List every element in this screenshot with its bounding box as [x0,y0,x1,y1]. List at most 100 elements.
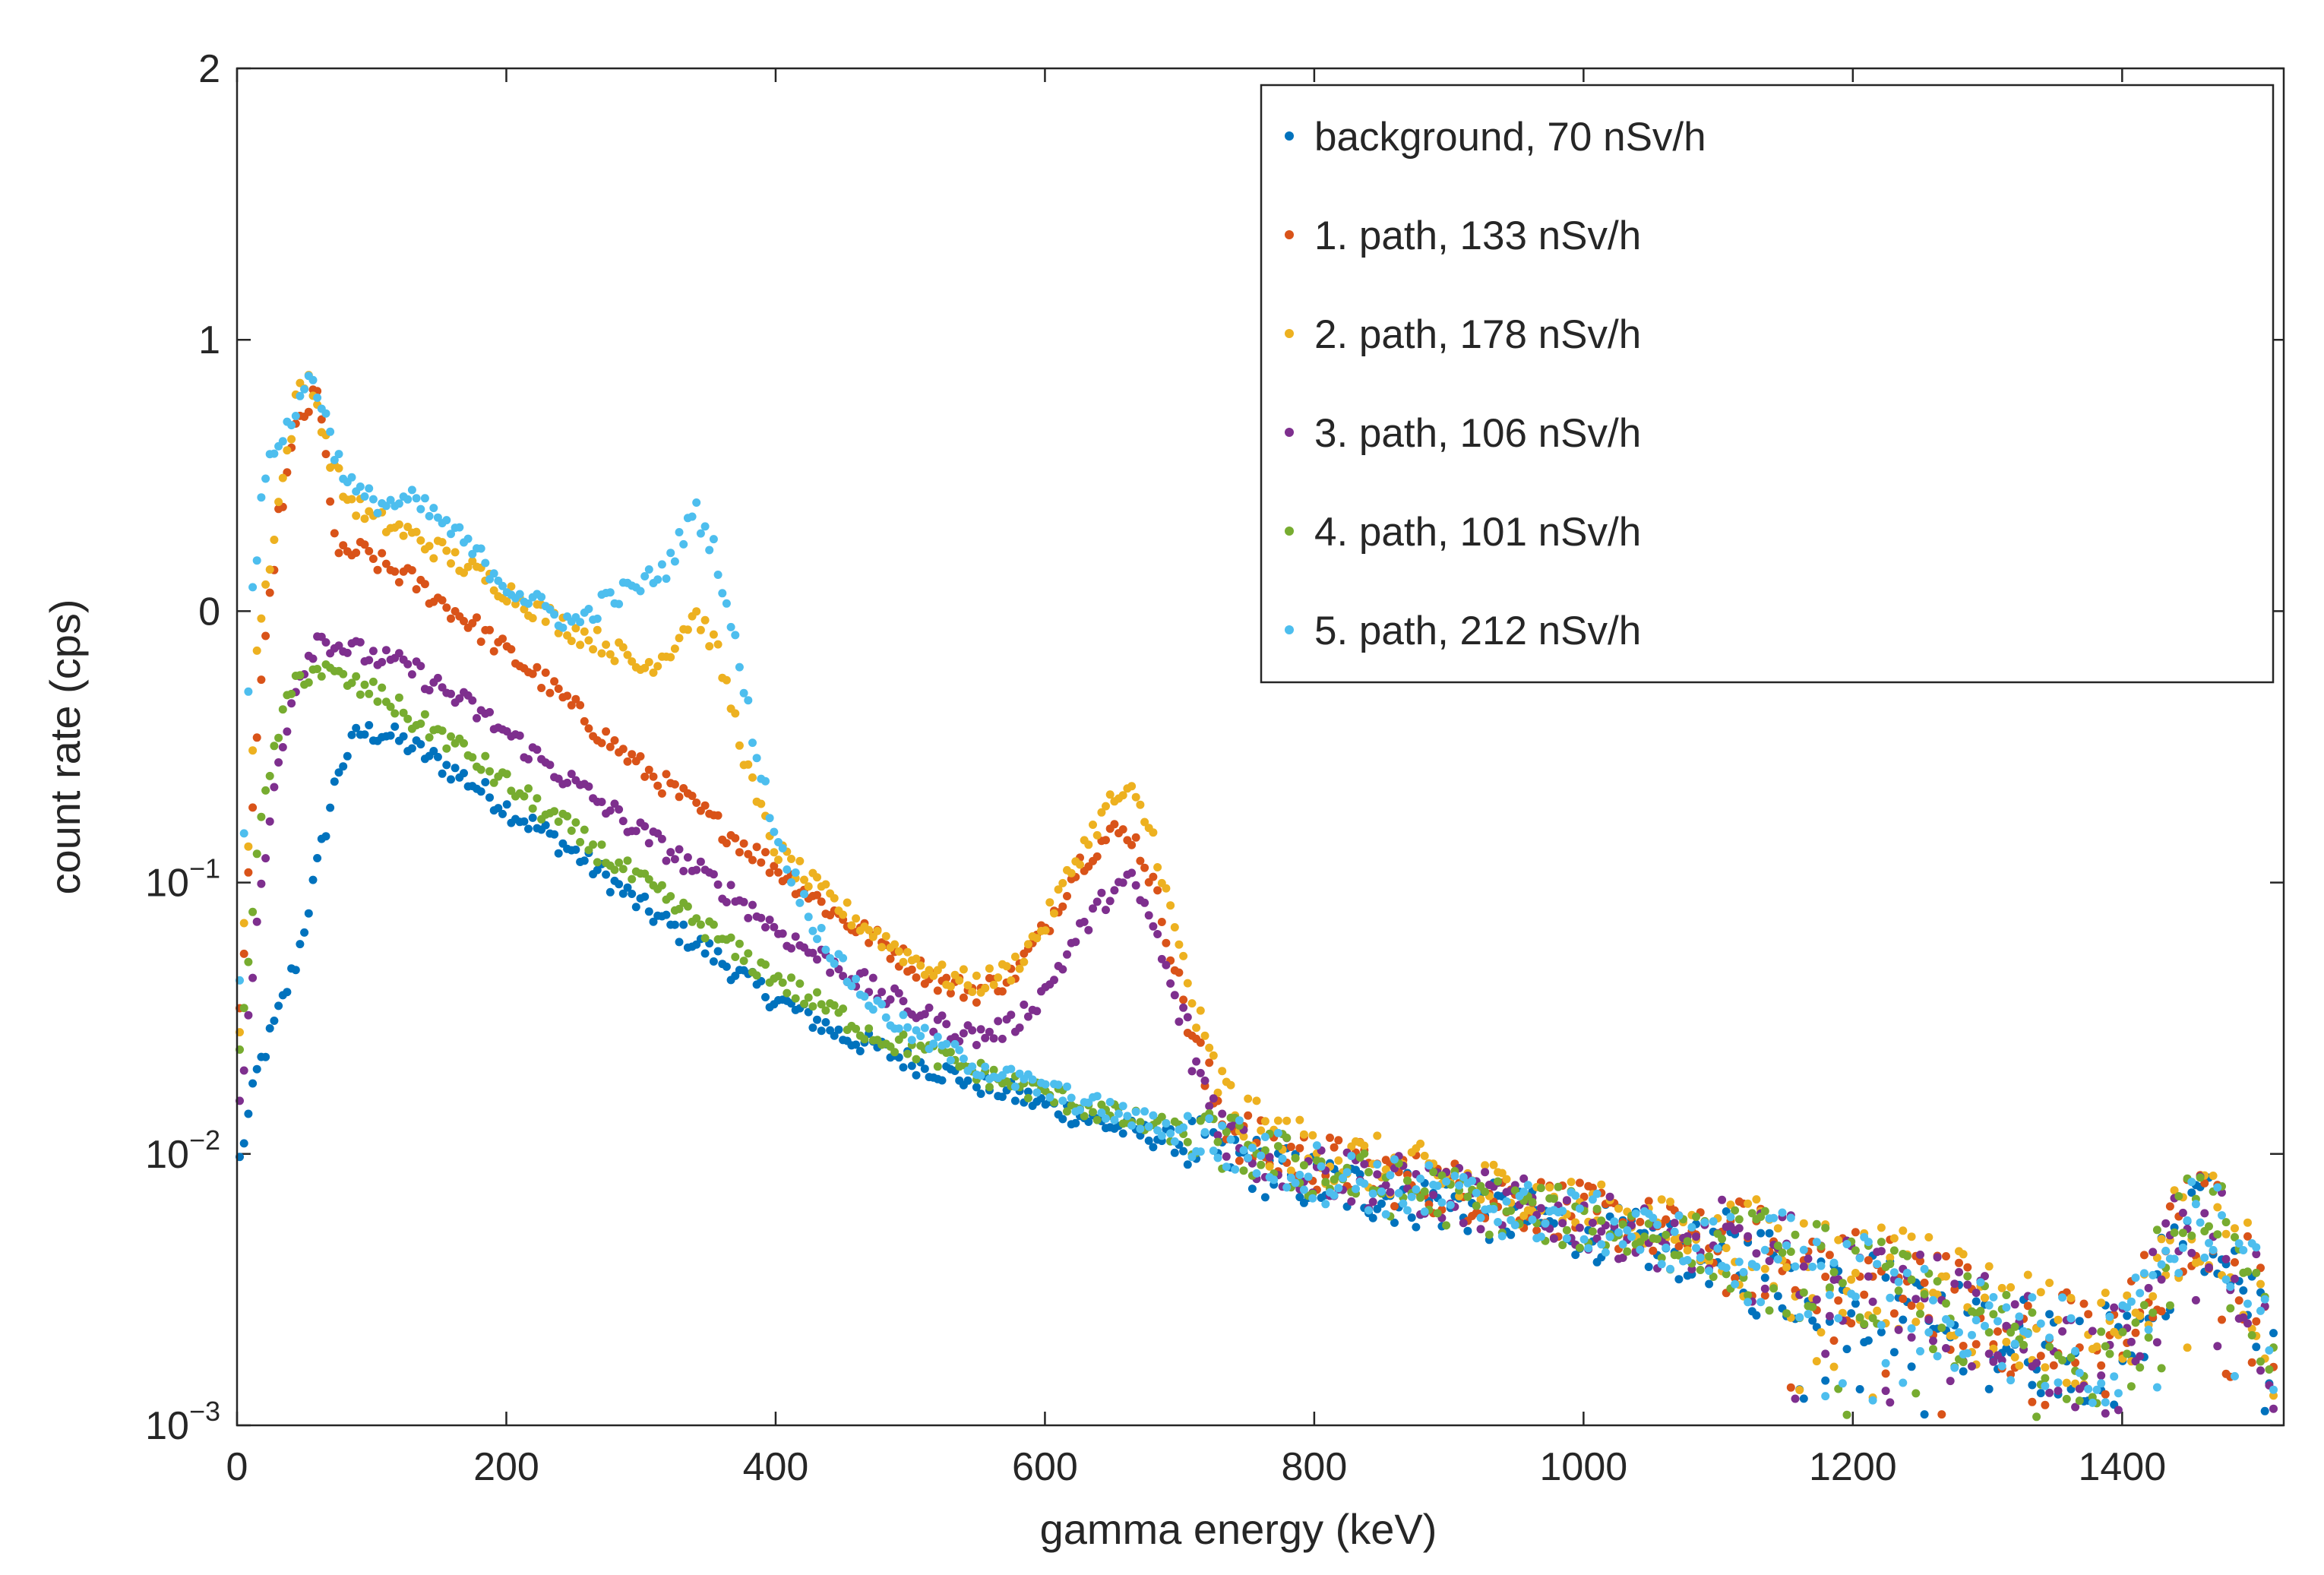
data-point [795,979,805,988]
data-point [520,792,529,801]
data-point [2149,1292,2158,1301]
data-point [903,1049,912,1058]
data-point [1131,1107,1140,1116]
data-point [2092,1385,2101,1394]
data-point [1239,1132,1248,1141]
data-point [1584,1244,1593,1253]
data-point [649,772,658,781]
data-point [1769,1284,1779,1293]
data-point [602,640,611,649]
data-point [1670,1219,1679,1228]
data-point [1144,911,1153,920]
data-point [1674,1275,1684,1284]
data-point [2231,1258,2239,1267]
data-point [1618,1254,1627,1262]
data-point [1558,1207,1567,1216]
data-point [476,637,485,647]
data-point [938,1076,947,1085]
data-point [2247,1331,2256,1339]
data-point [700,949,710,958]
data-point [2045,1310,2054,1319]
data-point [1166,901,1175,910]
data-point [731,709,740,718]
data-point [1597,1216,1606,1226]
data-point [839,972,848,981]
data-point [1687,1265,1696,1273]
data-point [365,689,374,698]
data-point [1575,1178,1584,1188]
data-point [670,855,679,864]
data-point [649,917,658,926]
data-point [2028,1293,2037,1302]
series-path-3 [236,632,2278,1418]
data-point [1485,1230,1494,1239]
data-point [2131,1273,2140,1282]
data-point [580,627,589,636]
data-point [1765,1257,1774,1266]
data-point [416,504,425,514]
data-point [1140,898,1149,907]
data-point [347,495,356,504]
legend-marker [1285,428,1294,437]
data-point [550,807,559,816]
data-point [442,603,451,612]
data-point [1071,1118,1080,1127]
data-point [653,575,662,584]
data-point [787,944,795,953]
data-point [2041,1374,2050,1383]
data-point [1149,1111,1158,1120]
data-point [1295,1170,1304,1179]
data-point [1950,1279,1959,1289]
data-point [623,883,632,892]
data-point [899,997,908,1006]
data-point [1825,1283,1834,1292]
data-point [925,966,934,975]
data-point [489,586,498,595]
data-point [1050,976,1058,985]
data-point [1734,1215,1744,1224]
data-point [2036,1389,2045,1398]
data-point [1355,1170,1364,1179]
data-point [494,804,503,813]
data-point [890,1048,900,1057]
data-point [2152,1226,2161,1235]
data-point [593,865,602,874]
data-point [326,803,335,812]
data-point [688,792,697,800]
data-point [959,1055,968,1063]
data-point [1304,1172,1313,1181]
data-point [1588,1227,1597,1236]
data-point [1851,1299,1860,1308]
data-point [460,738,468,748]
data-point [597,738,606,748]
data-point [1067,868,1076,878]
data-point [2252,1343,2261,1352]
data-point [248,583,258,592]
data-point [739,839,748,848]
data-point [420,494,429,503]
data-point [502,800,511,809]
data-point [1847,1309,1856,1318]
data-point [1010,1082,1020,1091]
data-point [1636,1245,1645,1254]
data-point [1575,1223,1584,1232]
data-point [244,687,253,696]
data-point [481,751,490,761]
data-point [618,817,628,826]
data-point [2036,1319,2045,1328]
data-point [2123,1349,2132,1358]
data-point [1127,840,1137,849]
data-point [744,949,753,958]
data-point [1812,1219,1821,1229]
data-point [1760,1273,1769,1282]
data-point [1110,1115,1119,1124]
data-point [2205,1222,2213,1231]
data-point [662,910,671,919]
data-point [360,540,369,549]
data-point [347,730,356,739]
data-point [606,742,615,751]
data-point [1744,1232,1753,1241]
data-point [1997,1283,2006,1292]
data-point [662,770,671,779]
data-point [1851,1228,1860,1237]
